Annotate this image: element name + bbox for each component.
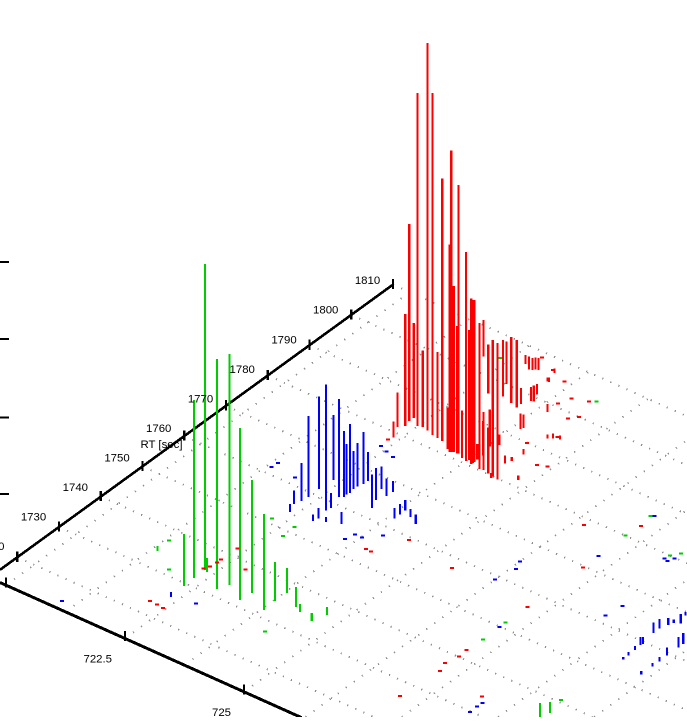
svg-text:1770: 1770 (188, 393, 213, 405)
svg-text:RT [sec]: RT [sec] (141, 439, 183, 451)
svg-text:1740: 1740 (63, 482, 88, 494)
svg-text:1760: 1760 (146, 423, 171, 435)
svg-text:1730: 1730 (21, 512, 46, 524)
svg-text:722.5: 722.5 (83, 654, 112, 666)
svg-text:1810: 1810 (355, 275, 380, 287)
svg-text:1800: 1800 (313, 305, 338, 317)
svg-text:1720: 1720 (0, 541, 4, 553)
svg-text:725: 725 (212, 707, 231, 717)
svg-text:1790: 1790 (271, 334, 296, 346)
svg-text:1780: 1780 (230, 364, 255, 376)
svg-text:1750: 1750 (104, 453, 129, 465)
